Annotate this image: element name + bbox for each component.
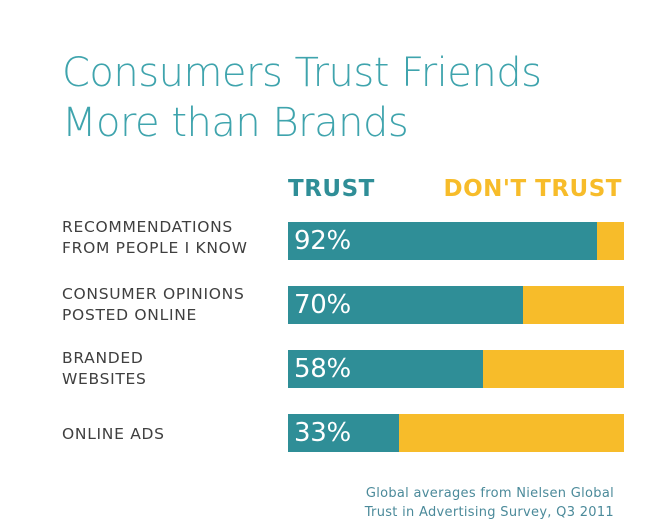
legend-trust: TRUST (288, 176, 375, 202)
bar-segment-dont-trust (523, 286, 624, 324)
chart-title-line-1: Consumers Trust Friends (62, 50, 542, 96)
chart-title: Consumers Trust Friends More than Brands (62, 48, 642, 148)
category-label-line: POSTED ONLINE (62, 306, 197, 324)
stacked-bar: 70% (288, 286, 624, 324)
source-line-1: Global averages from Nielsen Global (365, 486, 614, 501)
stacked-bar: 33% (288, 414, 624, 452)
chart-title-line-2: More than Brands (62, 100, 409, 146)
category-label: BRANDED WEBSITES (62, 348, 282, 390)
stacked-bar: 92% (288, 222, 624, 260)
data-label: 58% (294, 354, 351, 384)
bar-segment-dont-trust (398, 414, 624, 452)
bar-segment-dont-trust (597, 222, 624, 260)
bar-segment-trust: 33% (288, 414, 399, 452)
category-label-line: WEBSITES (62, 370, 147, 388)
legend-dont-trust: DON'T TRUST (443, 176, 622, 202)
data-label: 92% (294, 226, 351, 256)
data-label: 70% (294, 290, 351, 320)
stacked-bar: 58% (288, 350, 624, 388)
category-label: RECOMMENDATIONS FROM PEOPLE I KNOW (62, 217, 282, 259)
category-label-line: FROM PEOPLE I KNOW (62, 239, 248, 257)
category-label-line: CONSUMER OPINIONS (62, 285, 245, 303)
bar-segment-trust: 92% (288, 222, 598, 260)
source-line-2: Trust in Advertising Survey, Q3 2011 (364, 505, 614, 520)
data-label: 33% (294, 418, 351, 448)
bar-segment-dont-trust (482, 350, 624, 388)
bar-segment-trust: 70% (288, 286, 524, 324)
bar-segment-trust: 58% (288, 350, 483, 388)
category-label: CONSUMER OPINIONS POSTED ONLINE (62, 284, 282, 326)
category-label-line: ONLINE ADS (62, 425, 165, 443)
category-label-line: RECOMMENDATIONS (62, 218, 233, 236)
source-note: Global averages from Nielsen Global Trus… (365, 484, 614, 522)
category-label: ONLINE ADS (62, 424, 282, 445)
category-label-line: BRANDED (62, 349, 144, 367)
